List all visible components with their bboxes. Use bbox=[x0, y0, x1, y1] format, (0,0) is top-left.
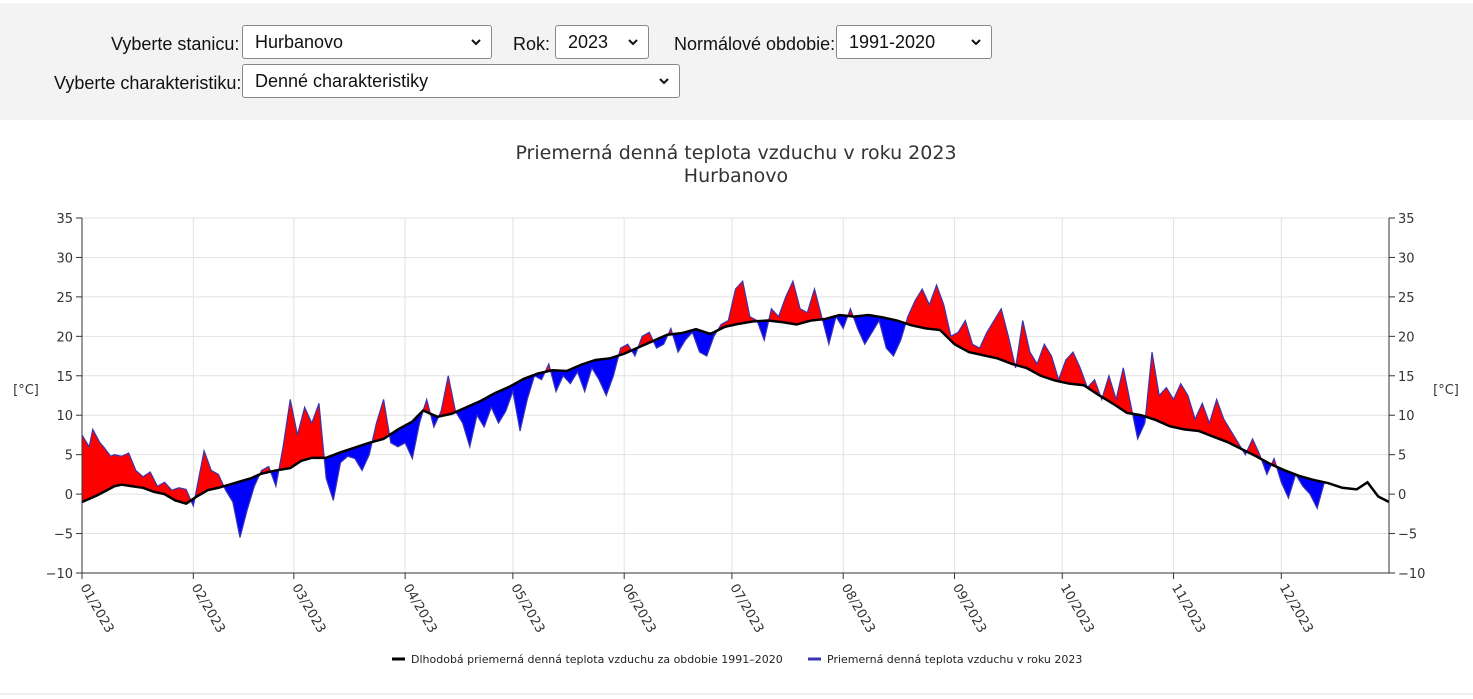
x-tick-label: 07/2023 bbox=[726, 582, 766, 636]
y-tick-label-left: 30 bbox=[56, 251, 73, 266]
y-axis-label-left: [°C] bbox=[13, 383, 39, 398]
above-normal-area bbox=[929, 284, 937, 330]
above-normal-area bbox=[936, 284, 945, 334]
station-select-value: Hurbanovo bbox=[255, 32, 344, 52]
legend-year-label: Priemerná denná teplota vzduchu v roku 2… bbox=[827, 653, 1082, 666]
characteristic-select-value: Denné charakteristiky bbox=[255, 71, 429, 91]
below-normal-area bbox=[491, 391, 499, 424]
below-normal-area bbox=[239, 479, 248, 538]
y-tick-label-right: 30 bbox=[1398, 251, 1415, 266]
below-normal-area bbox=[598, 358, 607, 396]
y-tick-label-right: 10 bbox=[1398, 409, 1415, 424]
above-normal-area bbox=[1072, 352, 1081, 386]
year-label: Rok: bbox=[513, 34, 551, 54]
above-normal-area bbox=[993, 307, 1002, 361]
above-normal-area bbox=[121, 452, 129, 486]
below-normal-area bbox=[893, 319, 901, 357]
year-2023-line bbox=[81, 279, 1325, 538]
y-tick-label-left: 0 bbox=[65, 488, 73, 503]
chevron-down-icon bbox=[628, 39, 638, 46]
filter-panel: Vyberte stanicu: Hurbanovo Rok: 2023 Nor… bbox=[0, 3, 1473, 120]
x-tick-label: 08/2023 bbox=[838, 582, 878, 636]
above-normal-area bbox=[785, 281, 794, 325]
y-tick-label-left: −5 bbox=[54, 528, 73, 543]
y-axis-label-right: [°C] bbox=[1433, 383, 1459, 398]
y-tick-label-left: 20 bbox=[56, 330, 73, 345]
normal-period-select[interactable]: 1991-2020 bbox=[836, 25, 992, 59]
y-tick-label-left: 5 bbox=[65, 449, 73, 464]
below-normal-area bbox=[605, 356, 614, 396]
below-normal-area bbox=[404, 421, 413, 459]
y-tick-label-left: 25 bbox=[56, 291, 73, 306]
y-tick-label-left: −10 bbox=[46, 567, 73, 582]
x-tick-label: 01/2023 bbox=[77, 582, 117, 636]
below-normal-area bbox=[1309, 478, 1318, 509]
y-tick-label-right: 5 bbox=[1398, 449, 1406, 464]
year-select-value: 2023 bbox=[568, 32, 609, 52]
y-tick-label-right: −10 bbox=[1398, 567, 1425, 582]
above-normal-area bbox=[114, 454, 122, 487]
x-tick-label: 10/2023 bbox=[1057, 582, 1097, 636]
footer-divider bbox=[0, 693, 1473, 695]
below-normal-area bbox=[886, 317, 894, 357]
x-tick-label: 05/2023 bbox=[507, 582, 547, 636]
characteristic-select[interactable]: Denné charakteristiky bbox=[242, 64, 680, 98]
x-tick-label: 09/2023 bbox=[949, 582, 989, 636]
y-tick-label-right: 20 bbox=[1398, 330, 1415, 345]
above-normal-area bbox=[1158, 386, 1167, 426]
y-tick-label-right: 0 bbox=[1398, 488, 1406, 503]
chevron-down-icon bbox=[971, 39, 981, 46]
x-tick-label: 11/2023 bbox=[1168, 582, 1208, 636]
above-normal-area bbox=[1216, 399, 1225, 442]
x-tick-label: 02/2023 bbox=[188, 582, 228, 636]
legend-normal-label: Dlhodobá priemerná denná teplota vzduchu… bbox=[411, 653, 783, 666]
below-normal-area bbox=[864, 315, 873, 346]
x-tick-label: 03/2023 bbox=[288, 582, 328, 636]
temperature-chart: Priemerná denná teplota vzduchu v roku 2… bbox=[13, 142, 1459, 666]
anomaly-areas bbox=[81, 280, 1325, 538]
below-normal-area bbox=[354, 444, 363, 472]
above-normal-area bbox=[128, 452, 137, 488]
normal-period-label: Normálové obdobie: bbox=[674, 34, 836, 54]
normal-1991-2020-line bbox=[81, 313, 1390, 505]
above-normal-area bbox=[1000, 308, 1009, 363]
series-lines bbox=[81, 279, 1390, 538]
x-tick-label: 04/2023 bbox=[400, 582, 440, 636]
chart-subtitle: Hurbanovo bbox=[684, 165, 788, 187]
x-tick-label: 12/2023 bbox=[1276, 582, 1316, 636]
above-normal-area bbox=[99, 442, 104, 495]
y-tick-label-right: −5 bbox=[1398, 528, 1417, 543]
y-tick-label-right: 25 bbox=[1398, 291, 1415, 306]
station-select[interactable]: Hurbanovo bbox=[242, 25, 492, 59]
above-normal-area bbox=[203, 450, 212, 493]
y-tick-label-right: 35 bbox=[1398, 212, 1415, 227]
chart-title: Priemerná denná teplota vzduchu v roku 2… bbox=[515, 142, 956, 164]
station-label: Vyberte stanicu: bbox=[111, 34, 240, 54]
characteristic-label: Vyberte charakteristiku: bbox=[54, 73, 242, 93]
above-normal-area bbox=[297, 407, 305, 464]
chart-grid bbox=[81, 217, 1389, 574]
above-normal-area bbox=[103, 446, 111, 493]
above-normal-area bbox=[110, 454, 115, 489]
chevron-down-icon bbox=[471, 39, 481, 46]
x-tick-label: 06/2023 bbox=[619, 582, 659, 636]
above-normal-area bbox=[921, 288, 930, 330]
y-tick-label-left: 15 bbox=[56, 370, 73, 385]
normal-period-select-value: 1991-2020 bbox=[849, 32, 936, 52]
y-tick-label-right: 15 bbox=[1398, 370, 1415, 385]
y-tick-label-left: 35 bbox=[56, 212, 73, 227]
y-tick-label-left: 10 bbox=[56, 409, 73, 424]
legend: Dlhodobá priemerná denná teplota vzduchu… bbox=[392, 653, 1082, 666]
chevron-down-icon bbox=[659, 78, 669, 85]
year-select[interactable]: 2023 bbox=[555, 25, 649, 59]
